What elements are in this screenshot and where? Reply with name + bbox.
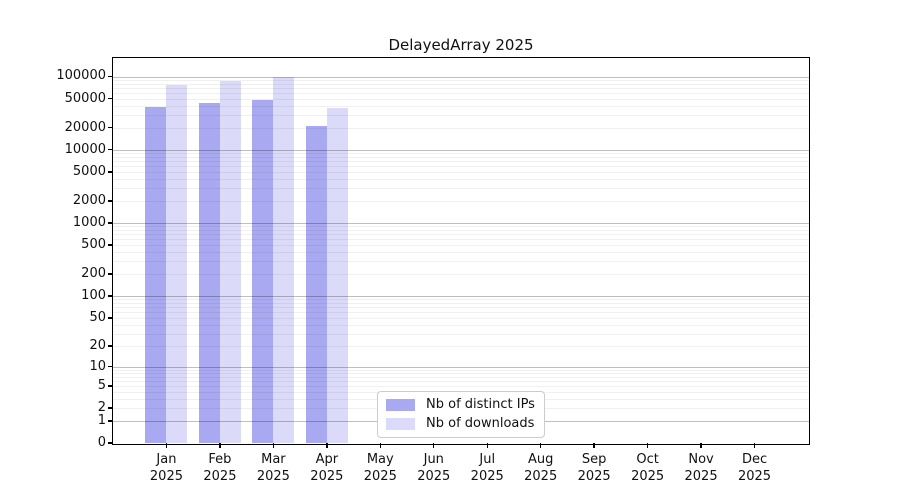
y-tick-mark — [108, 171, 113, 173]
x-tick-mark — [219, 443, 221, 448]
x-tick-label: May 2025 — [363, 452, 397, 484]
y-tick-label: 2 — [97, 400, 106, 416]
x-tick-mark — [753, 443, 756, 448]
x-tick-mark — [646, 443, 649, 448]
y-tick-mark — [108, 127, 113, 129]
x-tick-mark — [433, 443, 435, 448]
y-tick-label: 100 — [81, 288, 106, 304]
legend-item-downloads: Nb of downloads — [386, 417, 535, 431]
y-tick-label: 100000 — [56, 68, 106, 84]
x-tick-mark — [700, 443, 702, 448]
y-tick-label: 200 — [81, 266, 106, 282]
x-tick-label: Nov 2025 — [684, 452, 718, 484]
x-tick-label: Jun 2025 — [417, 452, 451, 484]
plot-area — [112, 57, 810, 445]
y-tick-label: 20 — [89, 338, 106, 354]
y-tick-label: 10000 — [64, 141, 106, 157]
bar-distinct-ips — [252, 99, 274, 443]
y-tick-label: 10 — [89, 358, 106, 374]
y-tick-mark — [108, 75, 113, 78]
y-tick-label: 1000 — [72, 215, 106, 231]
y-tick-mark — [108, 149, 113, 151]
y-tick-mark — [108, 97, 113, 100]
bar-downloads — [219, 81, 241, 443]
y-tick-mark — [108, 365, 113, 368]
y-tick-mark — [108, 295, 113, 297]
x-tick-mark — [326, 443, 328, 448]
x-tick-label: Aug 2025 — [524, 452, 558, 484]
y-tick-mark — [108, 222, 113, 224]
x-tick-mark — [486, 443, 488, 448]
y-tick-mark — [108, 420, 113, 422]
bar-distinct-ips — [198, 102, 220, 443]
y-tick-label: 2000 — [72, 193, 106, 209]
y-tick-label: 5000 — [72, 163, 106, 179]
x-tick-mark — [272, 443, 275, 448]
bar-downloads — [273, 77, 295, 443]
legend-label: Nb of downloads — [426, 416, 535, 431]
y-tick-mark — [108, 273, 113, 275]
bars-layer — [113, 58, 809, 444]
y-tick-mark — [108, 407, 113, 409]
x-tick-label: Mar 2025 — [256, 452, 290, 484]
y-tick-mark — [108, 385, 113, 387]
y-tick-label: 20000 — [64, 119, 106, 135]
x-tick-label: Jul 2025 — [470, 452, 504, 484]
legend-swatch-distinct-ips — [386, 399, 415, 411]
y-tick-label: 5 — [97, 377, 106, 393]
y-tick-label: 500 — [81, 237, 106, 253]
y-tick-mark — [108, 442, 113, 444]
x-tick-label: Oct 2025 — [631, 452, 665, 484]
bar-downloads — [326, 108, 348, 443]
x-tick-label: Jan 2025 — [149, 452, 183, 484]
y-tick-label: 50000 — [64, 90, 106, 106]
x-tick-mark — [165, 443, 168, 448]
x-tick-label: Feb 2025 — [203, 452, 237, 484]
bar-distinct-ips — [305, 126, 327, 443]
y-tick-mark — [108, 244, 113, 246]
legend: Nb of distinct IPs Nb of downloads — [377, 391, 545, 438]
x-tick-label: Sep 2025 — [577, 452, 611, 484]
legend-swatch-downloads — [386, 418, 415, 430]
bar-downloads — [166, 85, 188, 443]
y-tick-label: 1 — [97, 412, 106, 428]
legend-label: Nb of distinct IPs — [426, 397, 535, 412]
chart-title: DelayedArray 2025 — [388, 36, 534, 54]
x-tick-mark — [379, 443, 381, 448]
x-tick-mark — [539, 443, 542, 448]
x-tick-label: Dec 2025 — [737, 452, 772, 484]
y-tick-mark — [108, 317, 113, 319]
x-tick-mark — [593, 443, 595, 448]
y-tick-label: 50 — [89, 309, 106, 325]
y-tick-mark — [108, 345, 113, 347]
legend-item-distinct-ips: Nb of distinct IPs — [386, 398, 535, 412]
x-tick-label: Apr 2025 — [310, 452, 344, 484]
y-tick-mark — [108, 200, 113, 202]
y-tick-label: 0 — [97, 435, 106, 450]
bar-distinct-ips — [145, 107, 167, 443]
